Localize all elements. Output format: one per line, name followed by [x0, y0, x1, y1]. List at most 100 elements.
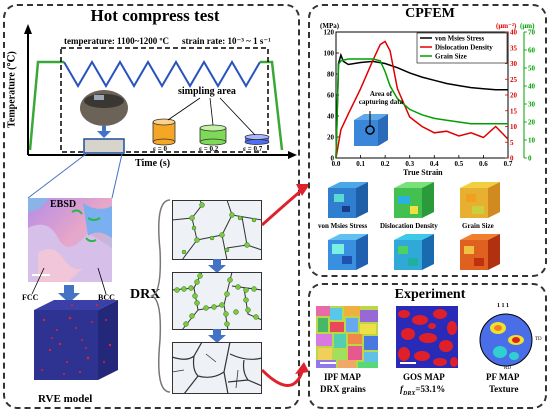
pole-label: 1 1 1	[497, 303, 509, 309]
series-line-dislocation-density	[335, 40, 509, 159]
legend-label: Dislocation Density	[435, 44, 493, 52]
y-mid-tick-label: 40	[510, 29, 518, 37]
cyclic-profile	[63, 60, 261, 88]
time-axis-label: Time (s)	[135, 158, 171, 169]
pf-map	[479, 313, 533, 367]
y-right-tick-label: 60	[528, 47, 536, 55]
cylinder-strain-0-2	[199, 124, 227, 146]
thumb-label-grain: Grain Size	[462, 222, 494, 230]
x-tick-label: 0.2	[381, 160, 390, 168]
y-right-unit: (μm)	[520, 22, 535, 30]
zoom-lines	[27, 153, 123, 199]
thumb-label-stress: von Msies Stress	[318, 222, 368, 230]
cylinder-strain-0	[152, 118, 176, 146]
ipf-map	[316, 306, 378, 368]
thumb-dislocation-1	[394, 182, 434, 218]
thumb-grain-1	[460, 182, 500, 218]
drx-bracket	[149, 199, 171, 393]
ipf-sub-label: DRX grains	[320, 384, 366, 394]
x-tick-label: 0.4	[430, 160, 439, 168]
strain-label-0-2: ε = 0.2	[199, 145, 219, 153]
y-left-tick-label: 100	[324, 50, 335, 58]
y-axis-arrow	[24, 24, 32, 34]
y-left-tick-label: 120	[324, 29, 335, 37]
x-tick-label: 0.5	[454, 160, 463, 168]
x-tick-label: 0.0	[332, 160, 341, 168]
capture-inset	[354, 114, 388, 146]
rd-label: RD	[504, 366, 511, 371]
thumb-stress-1	[328, 182, 368, 218]
y-right-tick-label: 30	[528, 101, 536, 109]
ebsd-map	[28, 198, 112, 282]
sample-section	[83, 138, 125, 154]
pf-sub-label: Texture	[489, 384, 519, 394]
x-tick-label: 0.3	[405, 160, 414, 168]
x-tick-label: 0.6	[479, 160, 488, 168]
strain-label-0: ε = 0	[153, 145, 167, 153]
thumb-stress-2	[328, 234, 368, 270]
cpfem-x-label: True Strain	[403, 168, 443, 177]
cooling-profile	[260, 60, 284, 151]
temperature-time-diagram	[24, 24, 297, 159]
y-left-tick-label: 20	[327, 134, 335, 142]
y-mid-tick-label: 0	[510, 155, 514, 163]
fdrx-subscript: DRX	[403, 390, 416, 397]
sample-highlight	[94, 95, 104, 100]
experiment-panel	[308, 283, 547, 409]
drx-stage-1	[172, 200, 262, 260]
phase-pointers	[31, 267, 107, 303]
thumb-grain-2	[460, 234, 500, 270]
y-right-tick-label: 40	[528, 83, 536, 91]
y-left-tick-label: 60	[327, 92, 335, 100]
y-right-tick-label: 10	[528, 137, 536, 145]
sample-arrow-head	[97, 131, 111, 138]
y-right-tick-label: 0	[528, 155, 532, 163]
legend-label: von Msies Stress	[435, 35, 485, 43]
y-right-tick-label: 20	[528, 119, 536, 127]
x-tick-label: 0.7	[504, 160, 513, 168]
gos-label: GOS MAP	[403, 372, 445, 382]
y-left-tick-label: 40	[327, 113, 335, 121]
td-label: TD	[535, 337, 542, 342]
strain-label-0-7: ε = 0.7	[243, 145, 263, 153]
x-tick-label: 0.1	[356, 160, 365, 168]
drx-stage-2	[172, 272, 262, 330]
y-left-tick-label: 0	[331, 155, 335, 163]
capture-label: Area of capturing data	[358, 90, 404, 106]
fcc-label: FCC	[22, 293, 39, 302]
y-left-tick-label: 80	[327, 71, 335, 79]
sampling-area-label: simpling area	[178, 86, 236, 97]
y-mid-tick-label: 35	[510, 44, 518, 52]
y-mid-tick-label: 25	[510, 76, 518, 84]
y-mid-tick-label: 30	[510, 60, 518, 68]
strain-rate-label: strain rate: 10⁻³ ~ 1 s⁻¹	[182, 36, 271, 46]
y-right-tick-label: 70	[528, 29, 536, 37]
cylinder-strain-0-7	[244, 134, 270, 145]
deformation-window	[60, 47, 269, 153]
cpfem-title: CPFEM	[405, 6, 455, 21]
rve-model-label: RVE model	[38, 393, 93, 405]
heating-profile	[28, 60, 64, 151]
pf-label: PF MAP	[486, 372, 520, 382]
y-mid-tick-label: 20	[510, 92, 518, 100]
legend-label: Grain Size	[435, 53, 467, 61]
x-axis-arrow	[288, 151, 297, 159]
hot-compress-panel	[3, 4, 300, 409]
ebsd-label: EBSD	[50, 199, 77, 210]
sampling-pointer-3	[219, 97, 256, 136]
thumb-dislocation-2	[394, 234, 434, 270]
sampling-pointer-2	[209, 97, 214, 126]
ipf-label: IPF MAP	[324, 372, 361, 382]
hot-compress-title: Hot compress test	[90, 6, 220, 25]
gos-map	[396, 306, 458, 368]
sampling-pointer-1	[167, 97, 201, 121]
series-line-grain-size	[335, 58, 508, 159]
y-left-unit: (MPa)	[320, 22, 340, 30]
y-right-tick-label: 50	[528, 65, 536, 73]
thumb-label-dislocation: Dislocation Density	[380, 222, 438, 230]
temperature-range-label: temperature: 1100~1200 ºC	[64, 36, 169, 46]
fdrx-label: fDRX=53.1%	[400, 384, 445, 397]
y-mid-tick-label: 10	[510, 123, 518, 131]
fdrx-symbol: f	[400, 384, 403, 394]
